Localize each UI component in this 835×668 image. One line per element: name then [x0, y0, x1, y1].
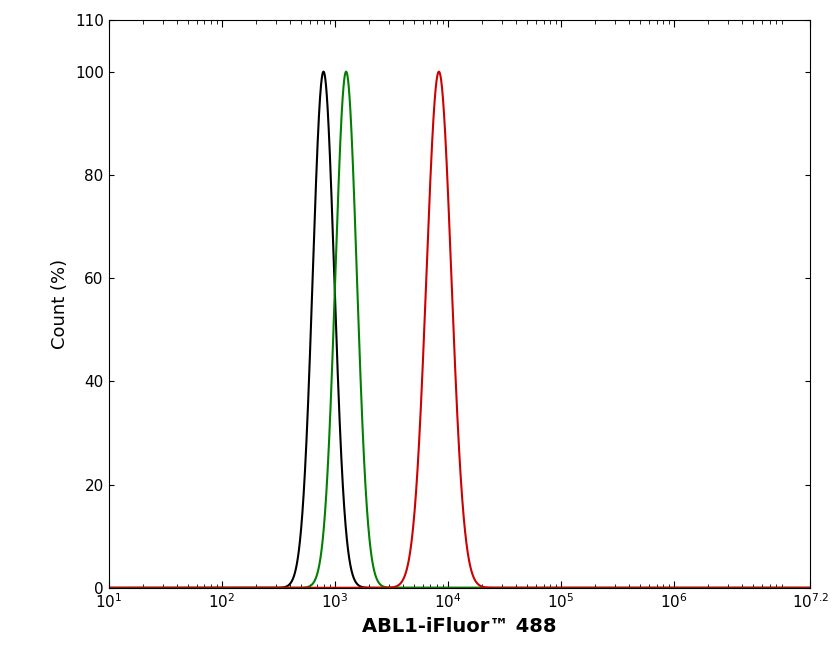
Y-axis label: Count (%): Count (%)	[51, 259, 69, 349]
X-axis label: ABL1-iFluor™ 488: ABL1-iFluor™ 488	[362, 617, 556, 636]
